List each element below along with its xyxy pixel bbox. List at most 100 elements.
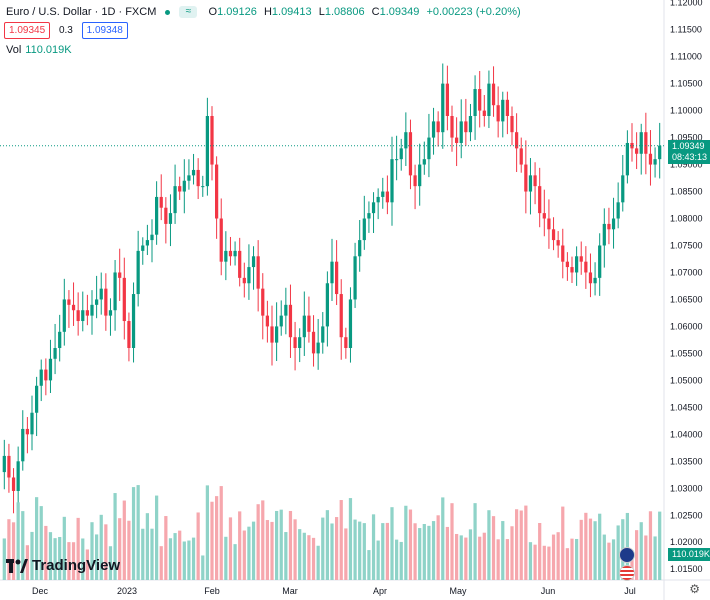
settings-gear-icon[interactable]: ⚙ [689, 582, 700, 596]
candle-body [510, 116, 514, 133]
candle-body [644, 132, 648, 154]
symbol-title[interactable]: Euro / U.S. Dollar · 1D · FXCM [6, 6, 157, 18]
candle-body [565, 261, 569, 268]
volume-bar [482, 532, 486, 580]
candle-body [445, 83, 449, 116]
low-value: 1.08806 [324, 6, 365, 18]
volume-bar [648, 511, 653, 580]
candle-body [182, 180, 186, 192]
candle-body [459, 121, 463, 143]
y-tick-label: 1.11000 [670, 52, 702, 62]
candle-body [141, 245, 145, 251]
sell-button[interactable]: 1.09345 [4, 22, 51, 39]
y-tick-label: 1.06000 [670, 321, 703, 331]
y-tick-label: 1.01500 [670, 564, 703, 574]
volume-bar [104, 524, 108, 580]
volume-bar [404, 505, 408, 580]
candle-body [265, 315, 269, 327]
volume-bar [25, 545, 29, 580]
volume-bar [653, 536, 657, 580]
candle-body [187, 175, 191, 181]
event-flags[interactable] [619, 547, 635, 563]
candle-body [418, 164, 422, 187]
y-tick-label: 1.02000 [670, 537, 703, 547]
compare-icon[interactable]: ≈ [179, 6, 198, 19]
candle-body [11, 477, 16, 491]
volume-bar [99, 514, 103, 580]
volume-bar [30, 531, 34, 580]
bar-countdown: 08:43:13 [672, 152, 708, 162]
volume-bar [205, 485, 209, 580]
candle-body [201, 186, 205, 188]
candle-body [431, 121, 436, 138]
candle-body [90, 304, 94, 316]
volume-bar [399, 541, 403, 580]
volume-bar [635, 530, 639, 580]
volume-bar [505, 539, 509, 580]
candle-body [118, 272, 122, 278]
candle-body [284, 304, 288, 316]
volume-bar [113, 493, 117, 580]
candle-body [436, 121, 440, 133]
tradingview-logo: TradingView [6, 557, 120, 574]
candle-body [224, 250, 228, 262]
candle-body [238, 250, 242, 278]
volume-bar [519, 510, 523, 580]
volume-bar [58, 536, 62, 580]
candle-body [482, 110, 486, 116]
volume-bar [233, 544, 237, 580]
volume-bar [127, 520, 131, 580]
y-tick-label: 1.09000 [670, 160, 703, 170]
volume-bar [44, 525, 48, 580]
buy-button[interactable]: 1.09348 [81, 22, 128, 39]
last-price-tag: 1.09349 08:43:13 [668, 140, 710, 164]
volume-bar [67, 542, 71, 580]
volume-axis-tag: 110.019K [668, 548, 710, 561]
us-flag-icon[interactable] [619, 565, 635, 581]
candle-body [561, 245, 565, 262]
volume-bar [302, 532, 306, 580]
candle-body [648, 153, 653, 165]
volume-bar [311, 537, 316, 580]
candle-body [155, 196, 159, 235]
candle-body [515, 132, 519, 149]
low-label: L [318, 6, 325, 18]
y-tick-label: 1.05000 [670, 375, 703, 385]
y-tick-label: 1.08000 [670, 214, 703, 224]
y-tick-label: 1.07000 [670, 267, 703, 277]
volume-bar [473, 503, 477, 580]
volume-bar [584, 512, 588, 580]
event-flags-2[interactable] [619, 565, 635, 581]
candle-body [464, 121, 468, 133]
open-label: O [208, 6, 218, 18]
volume-bar [265, 520, 269, 580]
candle-body [311, 331, 316, 354]
eu-flag-icon[interactable] [619, 547, 635, 563]
candle-body [35, 385, 39, 413]
y-tick-label: 1.04500 [670, 402, 703, 412]
volume-bar [76, 517, 80, 580]
volume-bar [468, 529, 473, 580]
high-value: 1.09413 [271, 6, 312, 18]
volume-bar [418, 528, 422, 580]
volume-bar [408, 509, 413, 580]
volume-bar [228, 517, 233, 580]
volume-bar [556, 532, 560, 580]
candle-body [501, 99, 505, 122]
y-tick-label: 1.04000 [670, 429, 703, 439]
candle-body [538, 186, 542, 214]
y-tick-label: 1.07500 [670, 240, 703, 250]
volume-bar [53, 538, 57, 580]
candle-body [330, 261, 334, 284]
volume-bar [381, 523, 385, 580]
volume-bar [325, 510, 329, 580]
candle-body [598, 245, 602, 278]
candle-body [371, 202, 376, 214]
volume-bar [390, 507, 394, 580]
x-tick-label: Feb [204, 586, 220, 596]
volume-bar [150, 528, 154, 580]
candle-body [611, 218, 616, 230]
candle-body [381, 191, 385, 197]
y-tick-label: 1.09500 [670, 133, 703, 143]
